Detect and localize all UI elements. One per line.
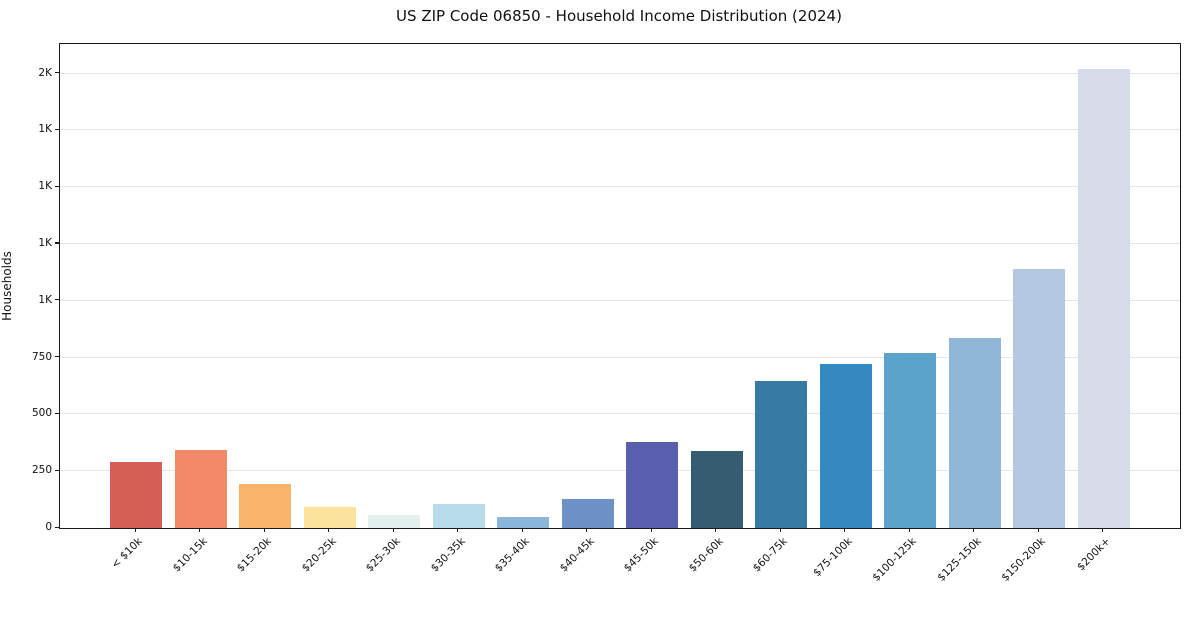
y-tick-label: 1K <box>38 123 52 136</box>
bar-$100-125k <box>884 352 936 528</box>
y-tick-mark <box>55 299 59 301</box>
y-tick-label: 750 <box>31 350 52 363</box>
y-tick-label: 0 <box>45 521 52 533</box>
x-tick-mark <box>199 528 201 533</box>
x-tick-mark <box>908 528 910 533</box>
bar-< $10k <box>110 462 162 528</box>
chart-title: US ZIP Code 06850 - Household Income Dis… <box>396 7 842 25</box>
y-tick-mark <box>55 356 59 358</box>
bar-$35-40k <box>497 516 549 528</box>
plot-area <box>59 43 1181 529</box>
gridline <box>60 129 1180 131</box>
y-tick-label: 1K <box>38 293 52 306</box>
x-tick-mark <box>521 528 523 533</box>
gridline <box>60 413 1180 415</box>
x-tick-mark <box>650 528 652 533</box>
x-tick-mark <box>779 528 781 533</box>
y-tick-mark <box>55 412 59 415</box>
bar-$20-25k <box>303 507 356 528</box>
x-tick-mark <box>392 528 394 533</box>
x-tick-mark <box>134 528 136 533</box>
x-tick-mark <box>1037 528 1039 533</box>
y-tick-label: 250 <box>31 464 52 477</box>
x-tick-mark <box>328 528 330 533</box>
bar-$15-20k <box>239 484 291 528</box>
y-tick-label: 500 <box>31 407 52 420</box>
y-tick-mark <box>55 469 59 471</box>
y-tick-mark <box>55 242 59 244</box>
gridline <box>60 186 1180 188</box>
x-tick-mark <box>715 528 717 533</box>
y-tick-label: 1K <box>38 236 52 249</box>
bar-$10-15k <box>174 449 227 528</box>
bar-$75-100k <box>819 363 872 528</box>
bar-$50-60k <box>690 450 743 528</box>
y-tick-mark <box>55 526 59 528</box>
bar-$200k+ <box>1077 68 1130 528</box>
y-tick-mark <box>55 185 59 187</box>
bar-$125-150k <box>948 337 1001 528</box>
gridline <box>60 242 1180 244</box>
x-tick-mark <box>586 528 588 533</box>
income-distribution-chart: US ZIP Code 06850 - Household Income Dis… <box>0 7 1181 584</box>
gridline <box>60 72 1180 74</box>
bar-$40-45k <box>561 498 614 528</box>
y-tick-label: 1K <box>38 180 52 193</box>
bar-$60-75k <box>755 381 807 528</box>
y-tick-mark <box>55 72 59 74</box>
x-tick-mark <box>263 528 265 533</box>
x-tick-mark <box>457 528 459 533</box>
gridline <box>60 299 1180 301</box>
x-tick-mark <box>973 528 975 533</box>
x-tick-mark <box>1102 528 1104 533</box>
y-tick-mark <box>55 128 59 131</box>
bar-$30-35k <box>432 503 485 528</box>
bar-$25-30k <box>368 514 420 528</box>
gridline <box>60 356 1180 358</box>
bar-$45-50k <box>626 441 678 528</box>
gridline <box>60 470 1180 472</box>
x-tick-mark <box>844 528 846 533</box>
y-tick-label: 2K <box>38 66 52 79</box>
bar-$150-200k <box>1013 268 1065 528</box>
